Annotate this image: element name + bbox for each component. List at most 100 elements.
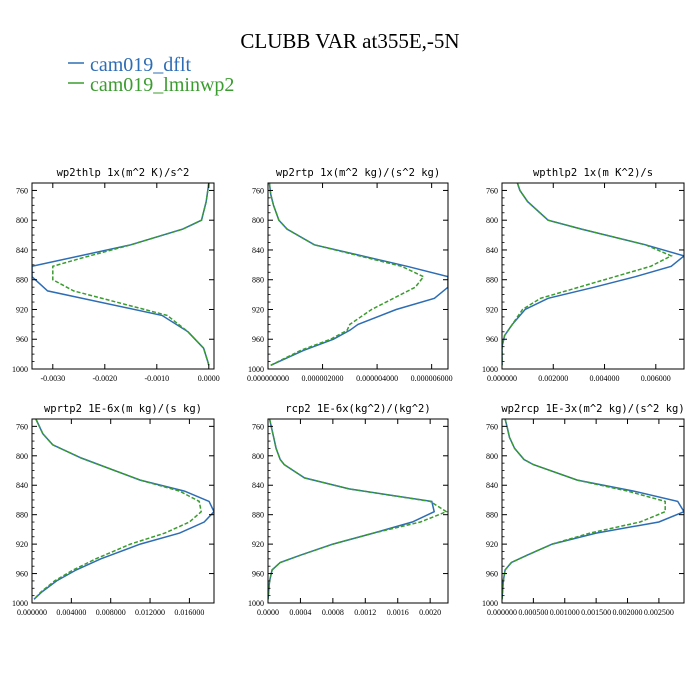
x-tick-label: 0.001000 xyxy=(550,608,580,617)
y-tick-label: 920 xyxy=(486,305,498,314)
y-tick-label: 840 xyxy=(252,481,264,490)
x-tick-label: 0.008000 xyxy=(96,608,126,617)
y-tick-label: 840 xyxy=(16,246,28,255)
series-line-lminwp2 xyxy=(502,419,666,600)
y-tick-label: 960 xyxy=(252,570,264,579)
y-tick-label: 840 xyxy=(16,481,28,490)
y-tick-label: 1000 xyxy=(12,599,28,608)
x-tick-label: 0.006000 xyxy=(641,374,671,383)
x-tick-label: 0.000500 xyxy=(518,608,548,617)
panel-frame xyxy=(31,182,215,370)
panel-1: wp2thlp 1x(m^2 K)/s^2 760 800 840 880 920 960 1… xyxy=(12,167,220,383)
panel-6: wp2rcp 1E-3x(m^2 kg)/(s^2 kg)760 800 840 88… xyxy=(482,403,685,617)
y-tick-label: 760 xyxy=(16,422,28,431)
series-line-lminwp2 xyxy=(268,183,425,366)
x-tick-label: 0.000004000 xyxy=(356,374,398,383)
series-line-lminwp2 xyxy=(52,183,210,366)
panel-frame xyxy=(267,182,449,370)
y-tick-label: 800 xyxy=(252,452,264,461)
y-tick-label: 1000 xyxy=(248,365,264,374)
x-tick-label: 0.0016 xyxy=(387,608,409,617)
y-tick-label: 760 xyxy=(486,422,498,431)
x-tick-label: 0.0004 xyxy=(289,608,311,617)
y-tick-label: 880 xyxy=(486,511,498,520)
panel-frame xyxy=(267,418,449,604)
x-tick-label: 0.000000000 xyxy=(247,374,289,383)
panel-title: wp2rtp 1x(m^2 kg)/(s^2 kg) xyxy=(276,167,440,179)
panel-4: wprtp2 1E-6x(m kg)/(s kg) 760 800 840 880 920… xyxy=(12,403,215,617)
y-tick-label: 920 xyxy=(252,540,264,549)
x-tick-label: 0.000000 xyxy=(487,608,517,617)
y-tick-label: 800 xyxy=(16,216,28,225)
x-tick-label: -0.0020 xyxy=(92,374,117,383)
y-tick-label: 880 xyxy=(16,276,28,285)
x-tick-label: 0.004000 xyxy=(56,608,86,617)
y-tick-label: 960 xyxy=(16,335,28,344)
x-tick-label: 0.0000 xyxy=(198,374,220,383)
x-tick-label: 0.004000 xyxy=(590,374,620,383)
y-tick-label: 760 xyxy=(16,186,28,195)
legend: cam019_dflt cam019_lminwp2 xyxy=(68,54,234,96)
y-tick-label: 920 xyxy=(16,305,28,314)
panels: wp2thlp 1x(m^2 K)/s^2 760 800 840 880 920 960 1… xyxy=(12,167,685,617)
x-tick-label: 0.0000 xyxy=(257,608,279,617)
y-tick-label: 760 xyxy=(252,422,264,431)
panel-title: wprtp2 1E-6x(m kg)/(s kg) xyxy=(44,403,202,415)
series-line-dflt xyxy=(33,419,214,600)
y-tick-label: 920 xyxy=(16,540,28,549)
y-tick-label: 800 xyxy=(486,452,498,461)
panel-title: rcp2 1E-6x(kg^2)/(kg^2) xyxy=(285,403,430,415)
panel-2: wp2rtp 1x(m^2 kg)/(s^2 kg) 760 800 840 880 92… xyxy=(247,167,453,383)
legend-label-dflt: cam019_dflt xyxy=(90,54,192,76)
y-tick-label: 880 xyxy=(252,276,264,285)
panel-frame xyxy=(501,182,685,370)
figure-title: CLUBB VAR at355E,-5N xyxy=(240,29,459,53)
series-line-lminwp2 xyxy=(502,183,673,366)
y-tick-label: 960 xyxy=(252,335,264,344)
series-line-dflt xyxy=(268,419,436,600)
x-tick-label: -0.0030 xyxy=(40,374,65,383)
y-tick-label: 800 xyxy=(486,216,498,225)
panel-frame xyxy=(501,418,685,604)
y-tick-label: 960 xyxy=(486,335,498,344)
y-tick-label: 800 xyxy=(252,216,264,225)
y-tick-label: 840 xyxy=(486,246,498,255)
y-tick-label: 960 xyxy=(486,570,498,579)
panel-title: wp2rcp 1E-3x(m^2 kg)/(s^2 kg) xyxy=(501,403,684,415)
x-tick-label: 0.000000 xyxy=(487,374,517,383)
x-tick-label: 0.002500 xyxy=(644,608,674,617)
y-tick-label: 760 xyxy=(486,186,498,195)
y-tick-label: 880 xyxy=(252,511,264,520)
y-tick-label: 880 xyxy=(486,276,498,285)
y-tick-label: 800 xyxy=(16,452,28,461)
x-tick-label: 0.000002000 xyxy=(302,374,344,383)
panel-title: wpthlp2 1x(m K^2)/s xyxy=(533,167,653,179)
y-tick-label: 920 xyxy=(252,305,264,314)
x-tick-label: 0.000006000 xyxy=(411,374,453,383)
x-tick-label: 0.012000 xyxy=(135,608,165,617)
y-tick-label: 1000 xyxy=(482,599,498,608)
x-tick-label: 0.000000 xyxy=(17,608,47,617)
y-tick-label: 760 xyxy=(252,186,264,195)
y-tick-label: 840 xyxy=(486,481,498,490)
x-tick-label: 0.002000 xyxy=(613,608,643,617)
y-tick-label: 880 xyxy=(16,511,28,520)
panel-title: wp2thlp 1x(m^2 K)/s^2 xyxy=(57,167,190,179)
y-tick-label: 920 xyxy=(486,540,498,549)
x-tick-label: 0.002000 xyxy=(538,374,568,383)
x-tick-label: -0.0010 xyxy=(144,374,169,383)
x-tick-label: 0.016000 xyxy=(174,608,204,617)
x-tick-label: 0.0012 xyxy=(354,608,376,617)
panel-5: rcp2 1E-6x(kg^2)/(kg^2) 760 800 840 880 920 96… xyxy=(248,403,449,617)
legend-label-lminwp2: cam019_lminwp2 xyxy=(90,74,234,96)
panel-frame xyxy=(31,418,215,604)
x-tick-label: 0.001500 xyxy=(581,608,611,617)
y-tick-label: 840 xyxy=(252,246,264,255)
y-tick-label: 1000 xyxy=(248,599,264,608)
x-tick-label: 0.0020 xyxy=(419,608,441,617)
y-tick-label: 1000 xyxy=(482,365,498,374)
series-line-lminwp2 xyxy=(33,419,203,600)
y-tick-label: 1000 xyxy=(12,365,28,374)
